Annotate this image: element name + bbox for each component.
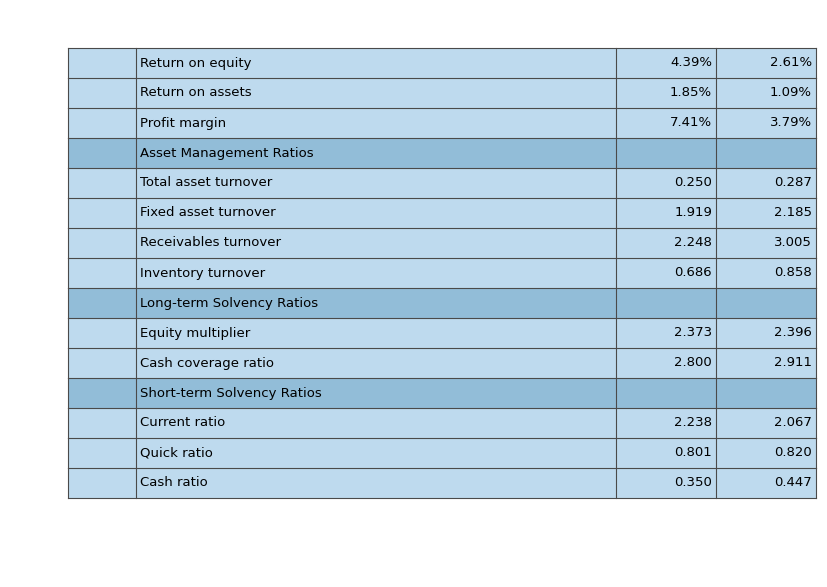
Text: 4.39%: 4.39% xyxy=(669,56,711,69)
Text: 2.911: 2.911 xyxy=(773,356,811,369)
Bar xyxy=(68,348,815,378)
Text: 0.820: 0.820 xyxy=(773,447,811,460)
Text: Cash coverage ratio: Cash coverage ratio xyxy=(140,356,274,369)
Text: 3.79%: 3.79% xyxy=(769,116,811,130)
Bar xyxy=(68,468,815,498)
Text: 3.005: 3.005 xyxy=(773,237,811,249)
Text: 1.919: 1.919 xyxy=(673,207,711,220)
Text: 2.248: 2.248 xyxy=(673,237,711,249)
Text: 2.373: 2.373 xyxy=(673,326,711,339)
Text: 2.396: 2.396 xyxy=(773,326,811,339)
Text: 0.686: 0.686 xyxy=(673,266,711,279)
Text: 2.185: 2.185 xyxy=(773,207,811,220)
Text: Cash ratio: Cash ratio xyxy=(140,477,208,490)
Text: 0.287: 0.287 xyxy=(773,177,811,190)
Bar xyxy=(68,168,815,198)
Text: 0.250: 0.250 xyxy=(673,177,711,190)
Text: 1.09%: 1.09% xyxy=(769,86,811,100)
Text: Asset Management Ratios: Asset Management Ratios xyxy=(140,147,313,160)
Bar xyxy=(68,108,815,138)
Text: Profit margin: Profit margin xyxy=(140,116,226,130)
Text: 0.447: 0.447 xyxy=(773,477,811,490)
Text: 2.800: 2.800 xyxy=(673,356,711,369)
Text: Quick ratio: Quick ratio xyxy=(140,447,213,460)
Text: 2.61%: 2.61% xyxy=(769,56,811,69)
Text: 1.85%: 1.85% xyxy=(669,86,711,100)
Text: Return on assets: Return on assets xyxy=(140,86,251,100)
Text: 0.801: 0.801 xyxy=(673,447,711,460)
Text: Return on equity: Return on equity xyxy=(140,56,251,69)
Text: 7.41%: 7.41% xyxy=(669,116,711,130)
Bar xyxy=(68,318,815,348)
Bar xyxy=(68,438,815,468)
Bar xyxy=(68,288,815,318)
Bar xyxy=(68,198,815,228)
Bar xyxy=(68,258,815,288)
Text: Receivables turnover: Receivables turnover xyxy=(140,237,280,249)
Bar xyxy=(68,378,815,408)
Text: Current ratio: Current ratio xyxy=(140,417,225,430)
Text: Fixed asset turnover: Fixed asset turnover xyxy=(140,207,275,220)
Text: 2.067: 2.067 xyxy=(773,417,811,430)
Text: Long-term Solvency Ratios: Long-term Solvency Ratios xyxy=(140,296,318,309)
Bar xyxy=(68,138,815,168)
Bar xyxy=(68,228,815,258)
Text: Equity multiplier: Equity multiplier xyxy=(140,326,250,339)
Text: 0.858: 0.858 xyxy=(773,266,811,279)
Text: Short-term Solvency Ratios: Short-term Solvency Ratios xyxy=(140,386,322,400)
Text: Inventory turnover: Inventory turnover xyxy=(140,266,265,279)
Bar xyxy=(68,48,815,78)
Text: 2.238: 2.238 xyxy=(673,417,711,430)
Bar xyxy=(68,78,815,108)
Bar xyxy=(68,408,815,438)
Text: Total asset turnover: Total asset turnover xyxy=(140,177,272,190)
Text: 0.350: 0.350 xyxy=(673,477,711,490)
